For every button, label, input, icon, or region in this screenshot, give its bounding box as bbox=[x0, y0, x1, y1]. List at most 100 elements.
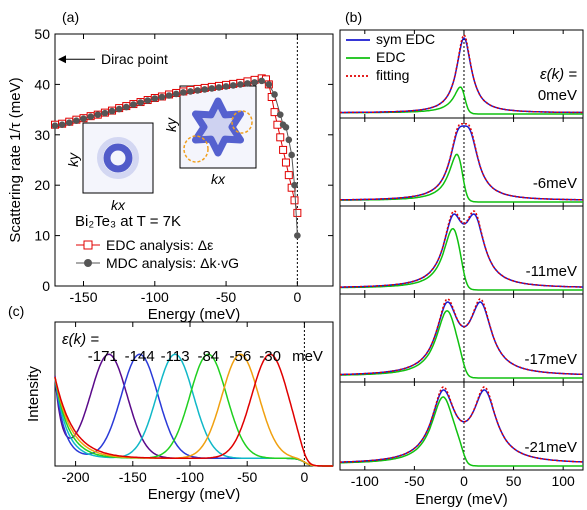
y-tick-label-a: 0 bbox=[42, 278, 50, 294]
legend-marker-edc bbox=[83, 240, 93, 250]
inset-right bbox=[179, 85, 257, 169]
y-tick-label-a: 20 bbox=[34, 177, 50, 193]
x-tick-label-b: -100 bbox=[351, 473, 379, 489]
data-point-mdc bbox=[288, 151, 295, 159]
x-tick-label-b: -50 bbox=[404, 473, 424, 489]
legend-label-b: sym EDC bbox=[376, 31, 435, 47]
fitting-curve bbox=[340, 298, 584, 376]
y-axis-label-a: Scattering rate 1/τ (meV) bbox=[7, 77, 24, 242]
subpanel-2: -11meV bbox=[339, 205, 584, 295]
data-point-mdc bbox=[285, 136, 293, 144]
data-point-edc bbox=[281, 158, 290, 167]
panel-c: -200 -150 -100 -50 0 Energy (meV) Intensity ε(k… bbox=[25, 321, 334, 503]
y-axis-label-c: Intensity bbox=[25, 366, 42, 422]
peak-label-c: -84 bbox=[197, 348, 219, 365]
x-tick-label-a: -100 bbox=[141, 289, 169, 305]
data-point-mdc bbox=[258, 77, 266, 85]
x-tick-label-b: 100 bbox=[551, 473, 575, 489]
data-point-mdc bbox=[115, 105, 123, 113]
panel-b: 0meV -6meV -11meV -17meV -21meV sym EDC EDC fit… bbox=[339, 29, 584, 508]
subpanel-1: -6meV bbox=[339, 117, 584, 207]
edc-curve bbox=[340, 310, 583, 379]
subpanel-frame bbox=[339, 293, 584, 383]
subpanel-label: -17meV bbox=[524, 351, 577, 368]
unit-label-c: meV bbox=[292, 348, 323, 365]
data-point-mdc bbox=[194, 87, 201, 94]
x-tick-label-a: -150 bbox=[69, 289, 97, 305]
data-point-mdc bbox=[87, 113, 94, 120]
data-point-mdc bbox=[94, 111, 102, 118]
data-point-edc bbox=[284, 171, 293, 180]
data-point-edc bbox=[279, 145, 288, 154]
data-point-mdc bbox=[229, 82, 237, 89]
edc-curve bbox=[339, 227, 583, 291]
subpanel-label: 0meV bbox=[538, 87, 577, 104]
peak-label-c: -144 bbox=[125, 348, 155, 365]
subpanel-0: 0meV bbox=[339, 29, 584, 119]
subpanel-3: -17meV bbox=[339, 293, 584, 383]
data-point-edc bbox=[270, 108, 279, 117]
data-point-mdc bbox=[251, 79, 258, 86]
fitting-curve bbox=[340, 210, 583, 288]
x-tick-label-a: -50 bbox=[216, 289, 236, 305]
data-point-mdc bbox=[151, 95, 159, 102]
inset-right-ylabel: ky bbox=[163, 117, 179, 132]
x-axis-label-c: Energy (meV) bbox=[148, 486, 241, 503]
x-tick-label-b: 0 bbox=[460, 473, 468, 489]
inset-hexagram bbox=[192, 97, 244, 157]
legend-marker-mdc bbox=[84, 259, 92, 267]
subpanel-frame bbox=[339, 117, 584, 207]
data-point-mdc bbox=[187, 88, 194, 95]
x-axis-label-a: Energy (meV) bbox=[148, 306, 241, 323]
data-point-mdc bbox=[282, 123, 290, 131]
data-point-edc bbox=[276, 133, 285, 142]
data-point-mdc bbox=[137, 99, 144, 106]
data-point-mdc bbox=[180, 89, 187, 96]
inset-ring bbox=[103, 143, 133, 173]
data-point-mdc bbox=[165, 92, 173, 99]
x-axis-label-b: Energy (meV) bbox=[415, 491, 508, 508]
inset-left-frame bbox=[82, 122, 154, 194]
panel-c-label: (c) bbox=[8, 303, 24, 319]
data-point-mdc bbox=[276, 111, 284, 118]
legend-label-b: fitting bbox=[376, 67, 409, 83]
data-point-mdc bbox=[51, 122, 59, 130]
inset-circle-dashed bbox=[183, 135, 209, 163]
panel-a-label: (a) bbox=[62, 9, 79, 25]
x-tick-label-b: 50 bbox=[506, 473, 522, 489]
plot-frame-c bbox=[54, 321, 334, 467]
subpanel-label: -21meV bbox=[524, 439, 577, 456]
subpanel-label: -6meV bbox=[533, 175, 577, 192]
data-point-mdc bbox=[80, 115, 87, 122]
data-point-mdc bbox=[291, 181, 298, 189]
legend-label-mdc: MDC analysis: Δk·vG bbox=[106, 255, 239, 271]
inset-right-xlabel: kx bbox=[211, 171, 226, 187]
edc-curve-c bbox=[54, 353, 333, 467]
data-point-mdc bbox=[144, 97, 151, 104]
data-point-mdc bbox=[271, 91, 278, 98]
peak-label-c: -113 bbox=[161, 348, 190, 365]
inset-circle-dashed bbox=[231, 110, 253, 134]
fitting-curve bbox=[340, 386, 583, 463]
x-tick-label-c: -200 bbox=[62, 469, 90, 485]
data-point-mdc bbox=[265, 81, 273, 88]
data-point-mdc bbox=[294, 232, 301, 239]
data-point-mdc bbox=[58, 121, 66, 129]
peak-label-c: -171 bbox=[88, 348, 118, 365]
plot-frame-a bbox=[54, 33, 334, 287]
dirac-arrowhead bbox=[58, 55, 66, 64]
data-point-mdc bbox=[244, 80, 251, 87]
data-point-mdc bbox=[108, 107, 116, 115]
data-point-mdc bbox=[73, 117, 80, 124]
panel-b-label: (b) bbox=[345, 9, 362, 25]
peak-label-c: -56 bbox=[229, 348, 251, 365]
inset-left-xlabel: kx bbox=[111, 197, 126, 213]
inset-left-ylabel: ky bbox=[65, 152, 81, 167]
data-point-edc bbox=[293, 208, 302, 217]
legend-label-edc: EDC analysis: Δε bbox=[106, 237, 213, 253]
y-tick-label-a: 10 bbox=[34, 228, 50, 244]
x-tick-label-a: 0 bbox=[293, 289, 301, 305]
subpanel-frame bbox=[339, 381, 584, 471]
data-point-mdc bbox=[237, 81, 244, 88]
